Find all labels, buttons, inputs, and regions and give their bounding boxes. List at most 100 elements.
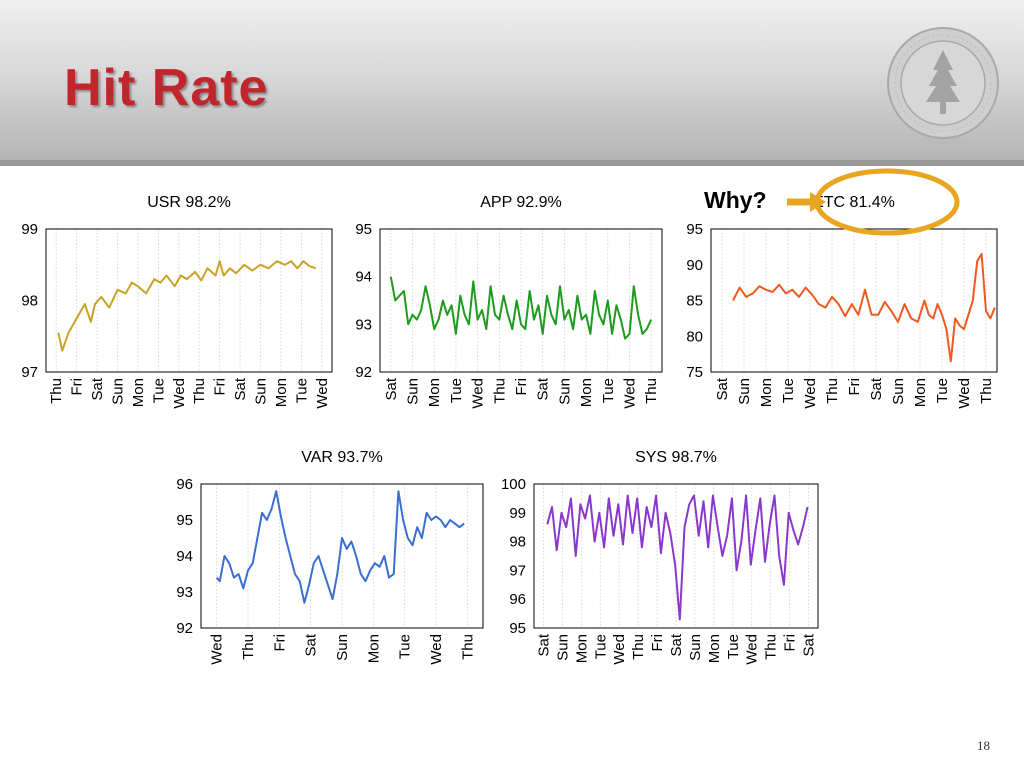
x-tick-label: Sun bbox=[110, 378, 127, 405]
y-tick-label: 99 bbox=[21, 221, 38, 238]
x-tick-label: Thu bbox=[191, 378, 208, 404]
y-tick-label: 92 bbox=[176, 620, 193, 637]
page-number: 18 bbox=[977, 738, 990, 753]
y-tick-label: 85 bbox=[686, 293, 703, 310]
y-tick-label: 92 bbox=[355, 364, 372, 381]
x-tick-label: Sun bbox=[554, 634, 571, 661]
x-tick-label: Wed bbox=[171, 378, 188, 409]
x-tick-label: Sat bbox=[801, 633, 818, 656]
y-tick-label: 95 bbox=[509, 620, 526, 637]
x-tick-label: Mon bbox=[578, 378, 595, 407]
y-tick-label: 96 bbox=[509, 591, 526, 608]
x-tick-label: Mon bbox=[130, 378, 147, 407]
x-tick-label: Tue bbox=[397, 634, 414, 659]
x-tick-label: Tue bbox=[725, 634, 742, 659]
x-tick-label: Wed bbox=[802, 378, 819, 409]
y-tick-label: 93 bbox=[355, 316, 372, 333]
x-tick-label: Thu bbox=[459, 634, 476, 660]
y-tick-label: 96 bbox=[176, 476, 193, 493]
why-callout: Why? bbox=[704, 187, 767, 213]
title-bar-rule bbox=[0, 160, 1024, 166]
x-tick-label: Tue bbox=[448, 378, 465, 403]
series-line bbox=[389, 276, 653, 340]
x-tick-label: Sat bbox=[383, 377, 400, 400]
chart-var: VAR 93.7% Wed Thu Fri Sat Sun Mon Tue Wed Thu 92 93… bbox=[176, 449, 484, 665]
x-tick-label: Sat bbox=[535, 377, 552, 400]
x-tick-label: Sat bbox=[668, 633, 685, 656]
x-tick-label: Wed bbox=[611, 634, 628, 665]
x-tick-label: Fri bbox=[212, 378, 229, 396]
x-tick-label: Fri bbox=[69, 378, 86, 396]
x-tick-label: Thu bbox=[48, 378, 65, 404]
x-tick-label: Thu bbox=[240, 634, 257, 660]
x-tick-label: Sun bbox=[687, 634, 704, 661]
etc-highlight-ring bbox=[814, 168, 960, 236]
slide-title: Hit Rate bbox=[64, 59, 269, 117]
x-tick-label: Sun bbox=[556, 378, 573, 405]
x-tick-label: Tue bbox=[150, 378, 167, 403]
x-tick-label: Thu bbox=[763, 634, 780, 660]
plot-frame bbox=[379, 228, 663, 373]
x-tick-label: Thu bbox=[630, 634, 647, 660]
chart-title: ETC 81.4% bbox=[813, 194, 895, 211]
x-tick-label: Wed bbox=[209, 634, 226, 665]
x-tick-label: Mon bbox=[273, 378, 290, 407]
x-tick-label: Thu bbox=[491, 378, 508, 404]
chart-app: APP 92.9%Sat Sun Mon Tue Wed Thu Fri Sat Sun Mon T… bbox=[355, 194, 663, 409]
x-tick-label: Fri bbox=[513, 378, 530, 396]
y-tick-label: 80 bbox=[686, 328, 703, 345]
x-tick-label: Fri bbox=[846, 378, 863, 396]
x-tick-label: Mon bbox=[426, 378, 443, 407]
y-tick-label: 94 bbox=[355, 269, 372, 286]
title-bar-background bbox=[0, 0, 1024, 160]
chart-title: APP 92.9% bbox=[480, 194, 562, 211]
y-tick-label: 94 bbox=[176, 548, 193, 565]
x-tick-label: Wed bbox=[314, 378, 331, 409]
x-tick-label: Sat bbox=[89, 377, 106, 400]
series-line bbox=[215, 490, 465, 604]
x-tick-label: Mon bbox=[365, 634, 382, 663]
x-tick-label: Sun bbox=[890, 378, 907, 405]
x-tick-label: Fri bbox=[649, 634, 666, 652]
x-tick-label: Sat bbox=[868, 377, 885, 400]
x-tick-label: Tue bbox=[780, 378, 797, 403]
chart-etc: ETC 81.4% Sat Sun Mon Tue Wed Thu Fri Sat Sun Mon T… bbox=[686, 194, 998, 409]
x-tick-label: Sun bbox=[736, 378, 753, 405]
x-tick-label: Thu bbox=[824, 378, 841, 404]
x-tick-label: Mon bbox=[573, 634, 590, 663]
x-tick-label: Sat bbox=[232, 377, 249, 400]
plot-frame bbox=[533, 483, 819, 629]
chart-sys: SYS 98.7%Sat Sun Mon Tue Wed Thu Fri Sat Sun Mon T… bbox=[501, 449, 819, 665]
x-tick-label: Tue bbox=[293, 378, 310, 403]
x-tick-label: Sat bbox=[714, 377, 731, 400]
chart-title: USR 98.2% bbox=[147, 194, 231, 211]
x-tick-label: Sat bbox=[303, 633, 320, 656]
y-tick-label: 75 bbox=[686, 364, 703, 381]
x-tick-label: Fri bbox=[271, 634, 288, 652]
x-tick-label: Mon bbox=[912, 378, 929, 407]
x-tick-label: Mon bbox=[758, 378, 775, 407]
y-tick-label: 90 bbox=[686, 257, 703, 274]
y-tick-label: 98 bbox=[509, 534, 526, 551]
x-tick-label: Sat bbox=[535, 633, 552, 656]
x-tick-label: Fri bbox=[782, 634, 799, 652]
y-tick-label: 95 bbox=[686, 221, 703, 238]
series-line bbox=[57, 260, 317, 352]
x-tick-label: Wed bbox=[744, 634, 761, 665]
x-tick-label: Sun bbox=[253, 378, 270, 405]
x-tick-label: Thu bbox=[643, 378, 660, 404]
x-tick-label: Thu bbox=[978, 378, 995, 404]
y-tick-label: 97 bbox=[509, 562, 526, 579]
plot-frame bbox=[45, 228, 333, 373]
y-tick-label: 97 bbox=[21, 364, 38, 381]
plot-frame bbox=[200, 483, 484, 629]
x-tick-label: Wed bbox=[956, 378, 973, 409]
y-tick-label: 98 bbox=[21, 293, 38, 310]
chart-usr: USR 98.2%Thu Fri Sat Sun Mon Tue Wed Thu Fri Sat S… bbox=[21, 194, 333, 409]
y-tick-label: 99 bbox=[509, 505, 526, 522]
y-tick-label: 95 bbox=[355, 221, 372, 238]
series-line bbox=[546, 494, 809, 621]
chart-title: SYS 98.7% bbox=[635, 449, 717, 466]
series-line bbox=[732, 253, 996, 363]
x-tick-label: Tue bbox=[600, 378, 617, 403]
